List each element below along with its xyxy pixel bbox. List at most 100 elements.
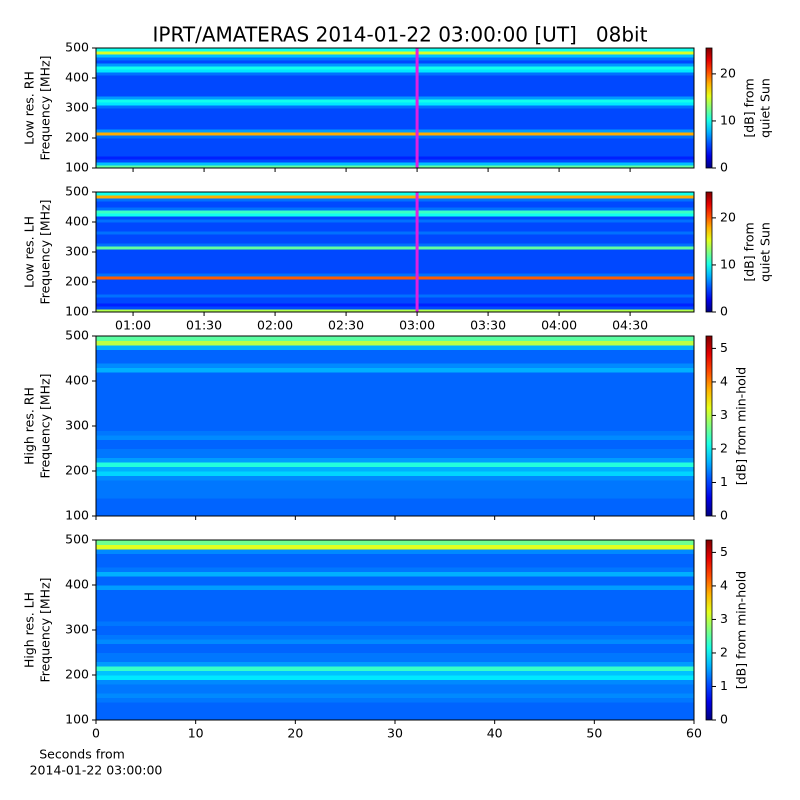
heat-row — [96, 63, 694, 67]
y-axis-label: Frequency [MHz] — [38, 199, 53, 304]
heat-row — [96, 336, 694, 341]
heat-row — [96, 234, 694, 238]
heat-row — [96, 51, 694, 55]
y-tick-label: 500 — [65, 328, 89, 343]
colorbar-tick-label: 3 — [720, 611, 728, 626]
heat-row — [96, 421, 694, 427]
colorbar — [705, 335, 713, 517]
heat-row — [96, 390, 694, 395]
heat-row — [96, 249, 694, 253]
heat-row — [96, 376, 694, 382]
heat-row — [96, 466, 694, 472]
heat-row — [96, 349, 694, 355]
heat-row — [96, 715, 694, 721]
heat-row — [96, 84, 694, 88]
heat-row — [96, 345, 694, 350]
heat-row — [96, 129, 694, 133]
heat-row — [96, 571, 694, 577]
x-tick-label: 50 — [586, 726, 602, 741]
colorbar-label: quiet Sun — [758, 222, 773, 282]
heat-row — [96, 511, 694, 517]
x-tick-label: 20 — [287, 726, 303, 741]
colorbar-label: [dB] from — [742, 78, 757, 137]
heat-row — [96, 544, 694, 550]
x-tick-label: 10 — [188, 726, 204, 741]
heat-row — [96, 693, 694, 698]
heat-row — [96, 159, 694, 163]
heat-row — [96, 264, 694, 268]
colorbar-tick-label: 5 — [720, 340, 728, 355]
heat-row — [96, 471, 694, 476]
heat-row — [96, 141, 694, 145]
heat-row — [96, 201, 694, 205]
x-tick-label: 40 — [487, 726, 503, 741]
x-axis-label: Seconds from — [39, 747, 125, 762]
heat-row — [96, 219, 694, 223]
heat-row — [96, 138, 694, 142]
heat-row — [96, 634, 694, 640]
y-tick-label: 300 — [65, 418, 89, 433]
heat-row — [96, 616, 694, 622]
heat-row — [96, 399, 694, 404]
heat-row — [96, 462, 694, 467]
y-tick-label: 500 — [65, 184, 89, 199]
heat-row — [96, 258, 694, 262]
heat-row — [96, 412, 694, 418]
heat-row — [96, 612, 694, 617]
heat-row — [96, 126, 694, 130]
y-tick-label: 400 — [65, 577, 89, 592]
heat-row — [96, 648, 694, 653]
heat-row — [96, 702, 694, 707]
heat-row — [96, 165, 694, 169]
heat-row — [96, 354, 694, 359]
heat-row — [96, 162, 694, 166]
y-tick-label: 300 — [65, 622, 89, 637]
colorbar-tick-label: 2 — [720, 644, 728, 659]
heat-row — [96, 216, 694, 220]
heat-row — [96, 222, 694, 226]
heat-row — [96, 267, 694, 271]
heat-row — [96, 204, 694, 208]
heat-row — [96, 408, 694, 413]
x-tick-label: 30 — [387, 726, 403, 741]
x-tick-label: 04:00 — [541, 318, 577, 333]
heat-row — [96, 54, 694, 58]
colorbar-tick-label: 2 — [720, 440, 728, 455]
heat-row — [96, 300, 694, 304]
heat-row — [96, 484, 694, 490]
heat-row — [96, 255, 694, 259]
heat-row — [96, 48, 694, 52]
y-tick-label: 500 — [65, 40, 89, 55]
heat-row — [96, 231, 694, 235]
heat-row — [96, 90, 694, 94]
colorbar-label: [dB] from min-hold — [734, 367, 749, 485]
heat-row — [96, 643, 694, 649]
y-axis-label: High res. LH — [22, 592, 37, 668]
y-axis-label: Frequency [MHz] — [38, 577, 53, 682]
heat-row — [96, 639, 694, 644]
heat-row — [96, 87, 694, 91]
x-tick-label: 0 — [92, 726, 100, 741]
heat-row — [96, 228, 694, 232]
heat-row — [96, 279, 694, 283]
heat-row — [96, 679, 694, 685]
heat-row — [96, 684, 694, 689]
heat-row — [96, 589, 694, 595]
heat-row — [96, 309, 694, 313]
heat-row — [96, 598, 694, 604]
heat-row — [96, 147, 694, 151]
y-axis-label: High res. RH — [22, 387, 37, 465]
heat-row — [96, 120, 694, 124]
heat-row — [96, 498, 694, 503]
heat-row — [96, 594, 694, 599]
heat-row — [96, 297, 694, 301]
heat-row — [96, 96, 694, 100]
heat-row — [96, 457, 694, 463]
heat-row — [96, 72, 694, 76]
heat-row — [96, 625, 694, 631]
heat-row — [96, 621, 694, 626]
heat-row — [96, 252, 694, 256]
figure-title: IPRT/AMATERAS 2014-01-22 03:00:00 [UT] 0… — [153, 23, 648, 47]
heat-row — [96, 417, 694, 422]
heat-row — [96, 549, 694, 554]
